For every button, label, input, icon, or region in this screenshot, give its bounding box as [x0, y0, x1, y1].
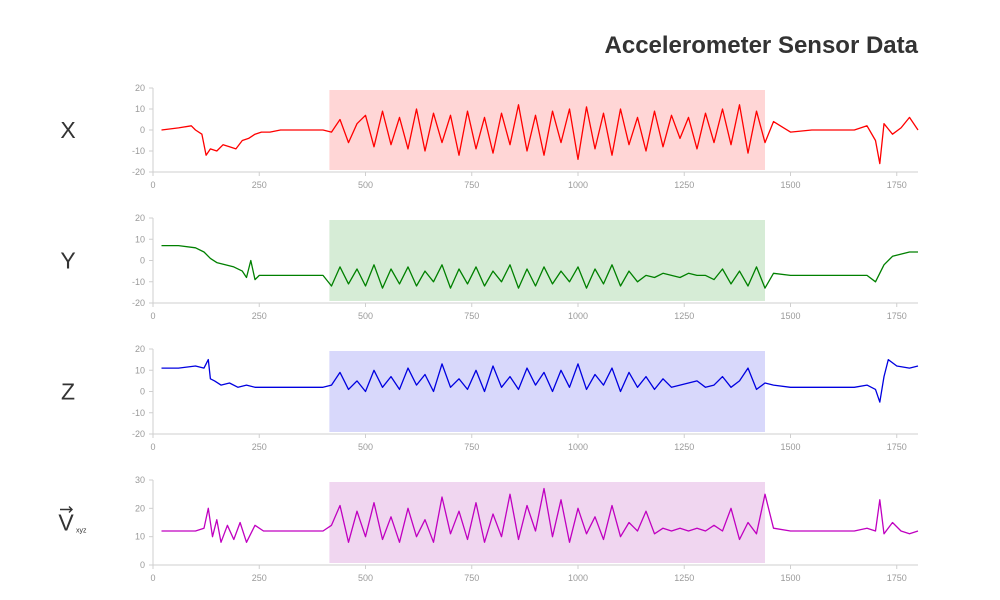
x-tick-label: 1500: [780, 311, 800, 321]
x-tick-label: 1750: [887, 180, 907, 190]
x-tick-label: 1500: [780, 573, 800, 583]
x-tick-label: 250: [252, 180, 267, 190]
y-tick-label: 20: [135, 503, 145, 513]
x-tick-label: 750: [464, 311, 479, 321]
x-tick-label: 1750: [887, 442, 907, 452]
highlight-region: [329, 220, 765, 301]
axis-label: Y: [60, 248, 75, 274]
highlight-region: [329, 90, 765, 170]
y-tick-label: 30: [135, 475, 145, 485]
x-tick-label: 1000: [568, 442, 588, 452]
y-tick-label: 20: [135, 213, 145, 223]
axis-label: V: [58, 510, 74, 536]
x-tick-label: 250: [252, 311, 267, 321]
x-tick-label: 1500: [780, 180, 800, 190]
axis-label: Z: [61, 379, 75, 405]
panel-x: 20 10 0 -10 -20 0 250 500 750 1000 1250 1500 1750 X: [60, 83, 919, 190]
x-tick-label: 0: [150, 311, 155, 321]
x-tick-label: 0: [150, 573, 155, 583]
x-tick-label: 1000: [568, 311, 588, 321]
x-tick-label: 750: [464, 180, 479, 190]
x-tick-label: 250: [252, 573, 267, 583]
x-tick-label: 1250: [674, 180, 694, 190]
x-tick-label: 750: [464, 442, 479, 452]
y-tick-label: 0: [140, 125, 145, 135]
series-line: [161, 244, 918, 289]
y-tick-label: 0: [140, 560, 145, 570]
axis-label: X: [60, 117, 75, 143]
x-tick-label: 0: [150, 442, 155, 452]
y-tick-label: 10: [135, 365, 145, 375]
chart-title: Accelerometer Sensor Data: [604, 32, 918, 59]
y-tick-label: 10: [135, 104, 145, 114]
y-tick-label: 10: [135, 234, 145, 244]
x-tick-label: 1000: [568, 180, 588, 190]
y-tick-label: -20: [132, 429, 145, 439]
x-tick-label: 750: [464, 573, 479, 583]
x-tick-label: 500: [358, 442, 373, 452]
vector-arrow-icon: [60, 506, 73, 513]
x-tick-label: 1000: [568, 573, 588, 583]
x-tick-label: 0: [150, 180, 155, 190]
x-tick-label: 500: [358, 573, 373, 583]
panel-y: 20 10 0 -10 -20 0 250 500 750 1000 1250 1500 1750 Y: [60, 213, 918, 321]
y-tick-label: 0: [140, 387, 145, 397]
y-tick-label: 0: [140, 256, 145, 266]
y-tick-label: 20: [135, 83, 145, 93]
y-tick-label: 20: [135, 344, 145, 354]
panel-z: 20 10 0 -10 -20 0 250 500 750 1000 1250 1500 1750 Z: [61, 344, 919, 452]
x-tick-label: 1250: [674, 573, 694, 583]
x-tick-label: 1750: [887, 573, 907, 583]
x-tick-label: 500: [358, 311, 373, 321]
y-tick-label: -10: [132, 277, 145, 287]
series-line: [161, 487, 919, 543]
x-tick-label: 1500: [780, 442, 800, 452]
axis-label-subscript: xyz: [76, 528, 87, 535]
y-tick-label: -10: [132, 408, 145, 418]
x-tick-label: 1250: [674, 311, 694, 321]
highlight-region: [329, 351, 765, 432]
x-tick-label: 250: [252, 442, 267, 452]
x-tick-label: 500: [358, 180, 373, 190]
y-tick-label: -20: [132, 167, 145, 177]
highlight-region: [329, 482, 765, 563]
x-tick-label: 1750: [887, 311, 907, 321]
series-line: [161, 358, 919, 403]
y-tick-label: -10: [132, 146, 145, 156]
y-tick-label: 10: [135, 532, 145, 542]
series-line: [161, 104, 919, 165]
x-tick-label: 1250: [674, 442, 694, 452]
y-tick-label: -20: [132, 298, 145, 308]
